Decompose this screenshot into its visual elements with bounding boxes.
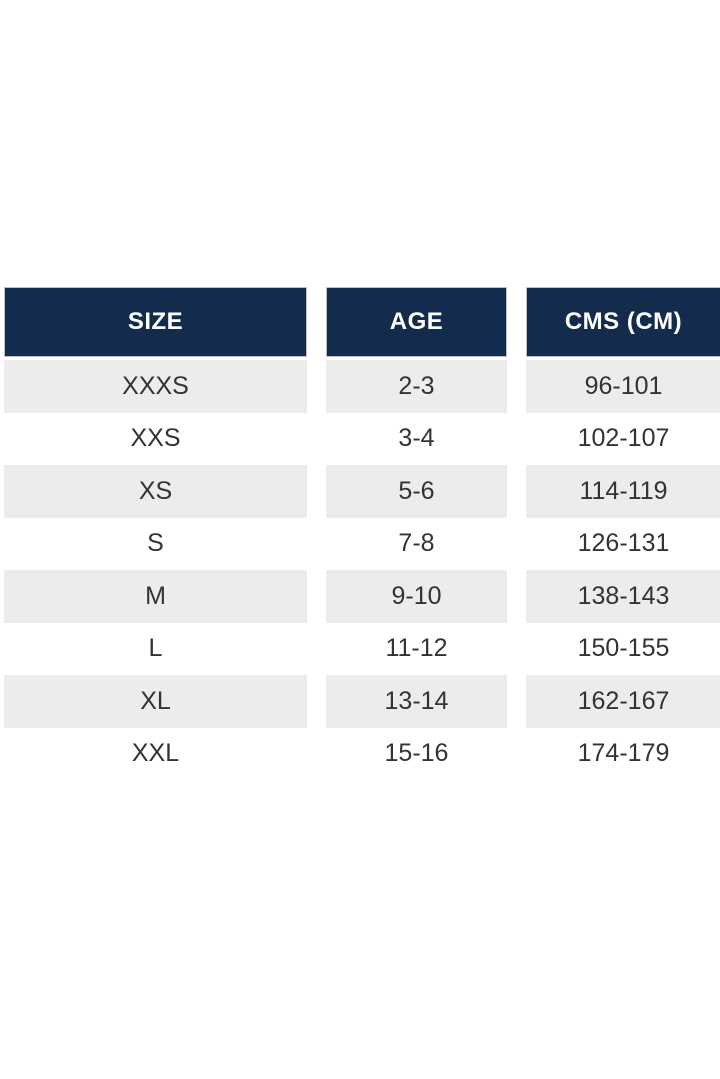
table-row: XL 13-14 162-167 (4, 675, 720, 728)
size-chart-table: SIZE AGE CMS (CM) XXXS 2-3 96-101 XXS 3-… (4, 287, 720, 780)
table-row: M 9-10 138-143 (4, 570, 720, 623)
table-row: XXL 15-16 174-179 (4, 728, 720, 781)
size-cell: L (148, 634, 163, 663)
cms-cell: 138-143 (526, 570, 720, 623)
age-cell: 9-10 (326, 570, 507, 623)
size-cell: XXL (131, 739, 180, 768)
age-cell: 3-4 (398, 424, 435, 453)
size-cell: XXXS (4, 360, 307, 413)
cms-cell: 102-107 (577, 424, 670, 453)
size-cell: XXS (130, 424, 181, 453)
cms-cell: 150-155 (577, 634, 670, 663)
cms-cell: 96-101 (526, 360, 720, 413)
age-cell: 5-6 (326, 465, 507, 518)
age-cell: 7-8 (398, 529, 435, 558)
cms-cell: 162-167 (526, 675, 720, 728)
size-cell: XS (4, 465, 307, 518)
table-header-row: SIZE AGE CMS (CM) (4, 287, 720, 357)
column-header-cms: CMS (CM) (526, 287, 720, 357)
age-cell: 15-16 (384, 739, 449, 768)
size-cell: S (147, 529, 164, 558)
table-row: XXXS 2-3 96-101 (4, 360, 720, 413)
cms-cell: 114-119 (526, 465, 720, 518)
table-row: L 11-12 150-155 (4, 623, 720, 676)
column-header-age: AGE (326, 287, 507, 357)
cms-cell: 174-179 (577, 739, 670, 768)
table-row: XS 5-6 114-119 (4, 465, 720, 518)
table-row: XXS 3-4 102-107 (4, 413, 720, 466)
age-cell: 11-12 (385, 634, 448, 663)
age-cell: 13-14 (326, 675, 507, 728)
size-cell: M (4, 570, 307, 623)
column-header-size: SIZE (4, 287, 307, 357)
age-cell: 2-3 (326, 360, 507, 413)
cms-cell: 126-131 (577, 529, 670, 558)
table-row: S 7-8 126-131 (4, 518, 720, 571)
size-cell: XL (4, 675, 307, 728)
